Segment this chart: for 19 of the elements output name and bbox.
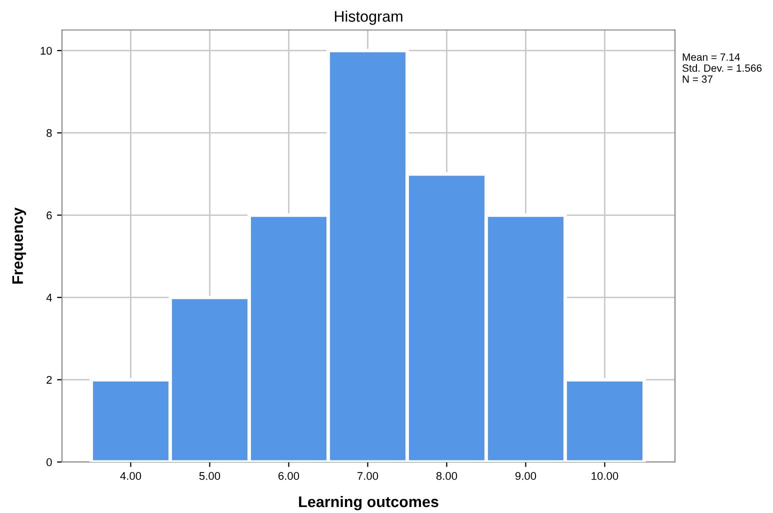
y-axis-title: Frequency [12, 207, 26, 284]
y-tick-label: 4 [46, 294, 52, 302]
y-tick-label: 2 [46, 376, 52, 384]
text: Std. Dev. = 1.566 [682, 64, 762, 72]
y-tick-label: 10 [40, 46, 52, 55]
y-tick-label: 0 [46, 458, 52, 466]
chart-title: Histogram [334, 10, 402, 25]
y-tick-label: 8 [46, 129, 52, 137]
text: N = 37 [682, 75, 712, 83]
x-tick-label: 8.00 [436, 472, 458, 480]
x-tick-label: 5.00 [199, 472, 220, 480]
x-tick-label: 9.00 [515, 472, 536, 480]
text: Mean = 7.14 [682, 54, 740, 61]
x-tick-label: 10.00 [592, 472, 618, 480]
y-tick-label: 6 [46, 211, 52, 220]
x-tick-label: 4.00 [120, 472, 142, 480]
x-tick-label: 6.00 [278, 472, 300, 480]
x-tick-label: 7.00 [357, 472, 378, 480]
x-axis-title: Learning outcomes [299, 496, 438, 510]
